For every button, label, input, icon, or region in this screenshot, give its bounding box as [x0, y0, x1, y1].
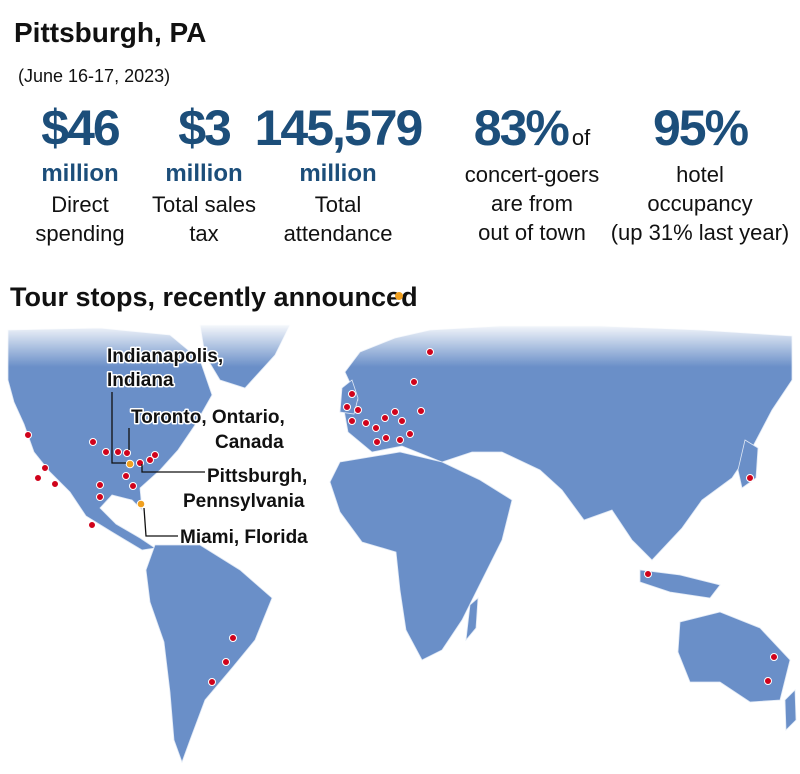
stop-dot: [146, 456, 154, 464]
stop-dot: [24, 431, 32, 439]
stop-dot: [764, 677, 772, 685]
stop-dot: [34, 474, 42, 482]
stop-dot: [122, 472, 130, 480]
stop-dot: [644, 570, 652, 578]
stop-dot: [208, 678, 216, 686]
stat-label: are from: [491, 191, 573, 216]
stat-label: spending: [35, 221, 124, 246]
map-label: Canada: [215, 432, 284, 453]
stop-dot: [41, 464, 49, 472]
stop-dot: [746, 474, 754, 482]
stop-dot: [51, 480, 59, 488]
stop-dot: [398, 417, 406, 425]
legend-dot: [395, 292, 403, 300]
map-label: Pittsburgh,: [207, 466, 307, 487]
indonesia: [639, 569, 721, 599]
stop-dot: [88, 521, 96, 529]
stat-label: Direct: [51, 192, 108, 217]
leader-lines: [111, 392, 205, 537]
stat-label: hotel: [676, 162, 724, 187]
stop-dot: [417, 407, 425, 415]
stat-suffix: of: [572, 125, 591, 150]
stop-dot: [114, 448, 122, 456]
highlight-dot: [136, 499, 146, 509]
world-map: Indianapolis, Indiana Toronto, Ontario, Can…: [0, 322, 800, 769]
stat-value: $46: [41, 100, 119, 156]
stop-dot: [222, 658, 230, 666]
stat-value-text: 83%: [474, 100, 570, 156]
stat-value: 95%: [653, 100, 749, 156]
stop-dot: [396, 436, 404, 444]
leader-line: [141, 464, 205, 473]
stop-dot: [151, 451, 159, 459]
stat-value-text: $46: [41, 100, 119, 156]
stop-dot: [382, 434, 390, 442]
stop-dot: [391, 408, 399, 416]
stat-unit: million: [165, 160, 242, 187]
stat-unit: million: [41, 160, 118, 187]
stat-label: Total: [315, 192, 361, 217]
tour-stops: [24, 348, 778, 686]
map-label: Toronto, Ontario,: [131, 407, 285, 428]
south-america: [145, 544, 273, 764]
stat-label: out of town: [478, 220, 586, 245]
stat-label: attendance: [284, 221, 393, 246]
stop-dot: [96, 481, 104, 489]
stop-dot: [343, 403, 351, 411]
map-label: Indiana: [107, 370, 174, 391]
stat-label: tax: [189, 221, 218, 246]
stat-label: occupancy: [647, 191, 752, 216]
australia: [677, 611, 791, 703]
map-label: Miami, Florida: [180, 527, 308, 548]
date: (June 16-17, 2023): [18, 66, 170, 86]
stop-dot: [410, 378, 418, 386]
madagascar: [465, 597, 479, 642]
stop-dot: [406, 430, 414, 438]
stop-dot: [362, 419, 370, 427]
africa: [329, 451, 513, 661]
stop-dot: [381, 414, 389, 422]
stop-dot: [372, 424, 380, 432]
stat-value-text: 145,579: [255, 100, 422, 156]
stat-value-text: $3: [178, 100, 230, 156]
stop-dot: [102, 448, 110, 456]
stop-dot: [348, 390, 356, 398]
stats: $46 million Direct spending $3 million Total s…: [35, 100, 789, 246]
north-america: [7, 327, 213, 551]
leader-line: [143, 507, 178, 537]
stat-value: 145,579: [255, 100, 422, 156]
stop-dot: [89, 438, 97, 446]
stop-dot: [373, 438, 381, 446]
stop-dot: [96, 493, 104, 501]
new-zealand: [784, 689, 797, 731]
stop-dot: [229, 634, 237, 642]
stat-unit: million: [299, 160, 376, 187]
map-label: Indianapolis,: [107, 346, 223, 367]
stat-label: concert-goers: [465, 162, 600, 187]
stop-dot: [129, 482, 137, 490]
stat-value: $3: [178, 100, 230, 156]
stop-dot: [348, 417, 356, 425]
leader-line: [111, 392, 126, 464]
stop-dot: [123, 449, 131, 457]
stat-value-text: 95%: [653, 100, 749, 156]
stop-dot: [426, 348, 434, 356]
stat-label: (up 31% last year): [611, 220, 790, 245]
map-title: Tour stops, recently announced: [10, 282, 418, 312]
stop-dot: [770, 653, 778, 661]
stat-label: Total sales: [152, 192, 256, 217]
stop-dot: [354, 406, 362, 414]
map-labels: Indianapolis, Indiana Toronto, Ontario, Can…: [106, 345, 310, 550]
highlight-dot: [125, 459, 135, 469]
title: Pittsburgh, PA: [14, 17, 206, 48]
stat-value: 83% of: [474, 100, 591, 156]
map-label: Pennsylvania: [183, 491, 305, 512]
map-fade: [0, 322, 800, 367]
